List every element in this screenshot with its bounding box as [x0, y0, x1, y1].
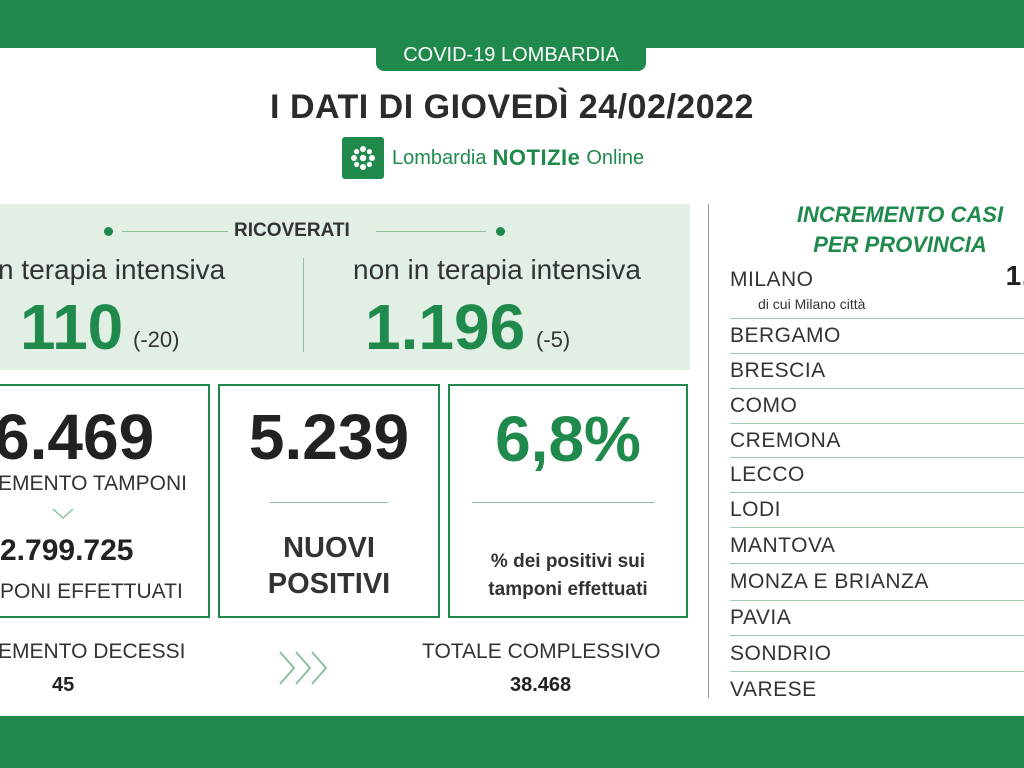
province-name: CREMONA — [730, 429, 841, 452]
province-row: LODI — [730, 493, 1024, 528]
province-row: MANTOVA — [730, 528, 1024, 564]
deaths-increment-value: 45 — [52, 674, 75, 696]
province-name: MANTOVA — [730, 534, 836, 557]
province-name: MONZA E BRIANZA — [730, 570, 929, 593]
non-intensive-delta: (-5) — [536, 327, 571, 352]
lombardy-rose-icon — [342, 137, 384, 179]
divider-line — [376, 231, 486, 232]
non-intensive-label: non in terapia intensiva — [353, 254, 641, 285]
brand-name: Lombardia — [392, 146, 487, 169]
chevron-down-icon — [52, 508, 74, 520]
province-list: MILANO di cui Milano città 1. BERGAMO BRE… — [730, 260, 1024, 708]
tests-box: 6.469 EMENTO TAMPONI 2.799.725 PONI EFFE… — [0, 384, 210, 618]
brand-online: Online — [586, 146, 645, 169]
new-positives-label-line1: NUOVI — [283, 532, 375, 564]
province-name: PAVIA — [730, 606, 792, 629]
new-positives-label-line2: POSITIVI — [267, 568, 391, 600]
tests-total-value: 2.799.725 — [0, 534, 134, 567]
intensive-care-value: 110 — [20, 291, 124, 363]
tests-increment-label: EMENTO TAMPONI — [0, 472, 188, 495]
provinces-title-line1: INCREMENTO CASI — [796, 202, 1004, 227]
intensive-care-label: n terapia intensiva — [0, 254, 226, 285]
hospitalized-divider — [303, 258, 304, 352]
hospitalized-header: RICOVERATI — [234, 220, 350, 241]
province-row: LECCO — [730, 458, 1024, 493]
positivity-label-line2: tamponi effettuati — [488, 579, 648, 600]
province-row-milano: MILANO di cui Milano città 1. — [730, 260, 1024, 319]
positivity-box: 6,8% % dei positivi sui tamponi effettua… — [448, 384, 688, 618]
province-name: VARESE — [730, 678, 817, 701]
hospitalized-panel: RICOVERATI n terapia intensiva 110 (-20)… — [0, 204, 690, 370]
deaths-total-label: TOTALE COMPLESSIVO — [422, 640, 661, 663]
province-name: SONDRIO — [730, 642, 832, 665]
province-value-milano: 1. — [1005, 260, 1024, 291]
divider-line — [122, 231, 228, 232]
province-row: VARESE — [730, 672, 1024, 708]
province-row: PAVIA — [730, 601, 1024, 636]
triple-chevron-right-icon — [279, 651, 328, 685]
province-name: BRESCIA — [730, 359, 826, 382]
intensive-care-delta: (-20) — [133, 327, 180, 352]
box-separator — [472, 502, 654, 503]
region-tab: COVID-19 LOMBARDIA — [376, 40, 646, 71]
non-intensive-value: 1.196 — [365, 291, 526, 363]
positivity-value: 6,8% — [495, 403, 641, 475]
new-positives-box: 5.239 NUOVI POSITIVI — [218, 384, 440, 618]
divider-dot — [104, 227, 113, 236]
province-row: BRESCIA — [730, 354, 1024, 389]
province-row: MONZA E BRIANZA — [730, 564, 1024, 601]
brand: Lombardia NOTIZIe Online — [342, 136, 644, 180]
province-name: COMO — [730, 394, 798, 417]
box-separator — [270, 502, 388, 503]
province-name: LODI — [730, 498, 782, 521]
positivity-label-line1: % dei positivi sui — [490, 551, 646, 572]
divider-dot — [496, 227, 505, 236]
brand-notizie: NOTIZIe — [492, 145, 581, 170]
new-positives-value: 5.239 — [248, 401, 410, 473]
deaths-increment-label: EMENTO DECESSI — [0, 640, 186, 663]
vertical-divider — [708, 204, 709, 698]
province-name: LECCO — [730, 463, 805, 486]
milano-city-sublabel: di cui Milano città — [758, 296, 866, 312]
provinces-title: INCREMENTO CASI PER PROVINCIA — [735, 200, 1024, 260]
tests-total-label: PONI EFFETTUATI — [0, 580, 183, 603]
tests-increment-value: 6.469 — [0, 401, 155, 473]
province-name: BERGAMO — [730, 324, 841, 347]
page-title: I DATI DI GIOVEDÌ 24/02/2022 — [270, 88, 754, 126]
footer-bar — [0, 716, 1024, 768]
province-row: COMO — [730, 389, 1024, 424]
deaths-total-value: 38.468 — [510, 674, 572, 696]
province-row: BERGAMO — [730, 319, 1024, 354]
province-row: SONDRIO — [730, 636, 1024, 672]
provinces-title-line2: PER PROVINCIA — [813, 232, 987, 257]
province-name: MILANO — [730, 268, 814, 291]
province-row: CREMONA — [730, 424, 1024, 458]
